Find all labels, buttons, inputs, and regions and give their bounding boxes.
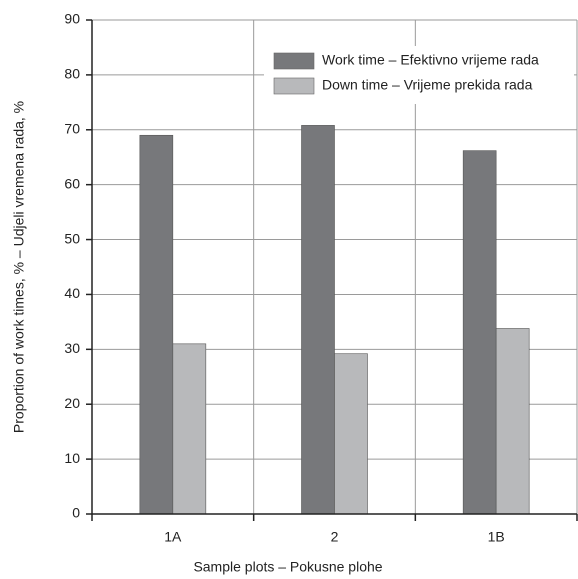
y-tick-label: 50	[64, 230, 80, 246]
legend-label: Down time – Vrijeme prekida rada	[322, 77, 533, 93]
bar	[139, 134, 174, 515]
x-tick-label: 1B	[488, 529, 505, 545]
y-tick-label: 70	[64, 120, 80, 136]
y-tick-label: 0	[72, 505, 80, 521]
legend-label: Work time – Efektivno vrijeme rada	[322, 52, 539, 68]
y-tick-label: 10	[64, 450, 80, 466]
x-axis-title: Sample plots – Pokusne plohe	[193, 559, 382, 575]
legend-swatch	[273, 52, 315, 70]
x-tick-label: 1A	[164, 529, 182, 545]
y-tick-label: 60	[64, 175, 80, 191]
legend-box	[264, 46, 574, 104]
y-tick-label: 90	[64, 11, 80, 27]
x-tick-label: 2	[331, 529, 339, 545]
bar	[462, 150, 497, 515]
y-tick-label: 80	[64, 66, 80, 82]
y-axis-title: Proportion of work times, % – Udjeli vre…	[11, 101, 27, 433]
bar	[334, 353, 368, 515]
bar	[172, 343, 207, 515]
legend-swatch	[273, 77, 315, 95]
y-tick-label: 20	[64, 395, 80, 411]
bar	[495, 328, 530, 515]
y-tick-label: 30	[64, 340, 80, 356]
bar	[301, 125, 335, 515]
y-tick-label: 40	[64, 285, 80, 301]
